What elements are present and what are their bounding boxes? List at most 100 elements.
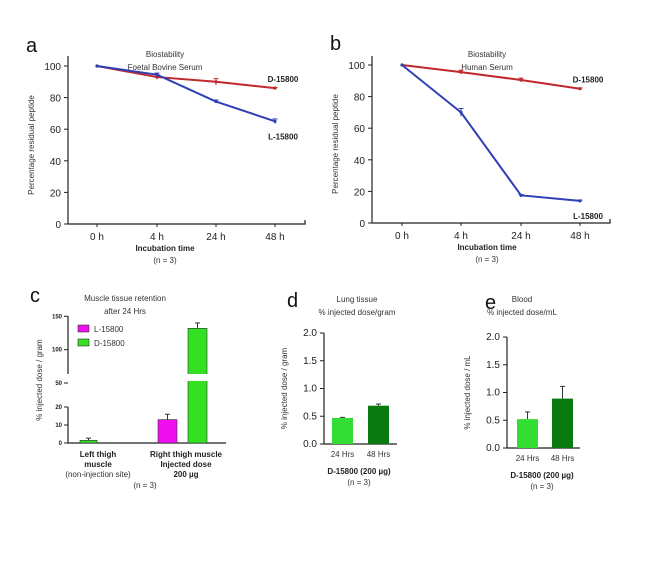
x-tick-label: 4 h <box>150 232 164 243</box>
panel-label: e <box>485 292 496 314</box>
chart-subtitle: Human Serum <box>461 63 513 72</box>
y-tick-label: 50 <box>55 381 62 387</box>
sample-size-note: (n = 3) <box>475 255 499 264</box>
y-tick-label: 2.0 <box>303 328 317 339</box>
series-line-D-15800 <box>401 64 581 90</box>
x-category-label: muscle <box>84 460 112 469</box>
y-tick-label: 60 <box>354 124 366 135</box>
bar-24 Hrs <box>332 417 353 444</box>
y-tick-label: 40 <box>50 157 62 168</box>
x-tick-label: 0 h <box>395 231 409 242</box>
legend-label: L-15800 <box>94 325 124 334</box>
chart-subtitle: after 24 Hrs <box>104 307 146 316</box>
chart-title: Blood <box>512 295 532 304</box>
y-tick-label: 20 <box>50 188 62 199</box>
y-tick-label: 0.5 <box>303 411 317 422</box>
y-tick-label: 0.0 <box>303 439 317 450</box>
axes <box>371 56 611 224</box>
y-tick-label: 80 <box>354 93 366 104</box>
x-axis-label: D-15800 (200 µg) <box>510 471 574 480</box>
x-category-label: (non-injection site) <box>65 470 131 479</box>
bar-48 Hrs <box>552 398 573 448</box>
y-tick-label: 80 <box>50 94 62 105</box>
x-tick-label: 48 Hrs <box>551 454 575 463</box>
x-category-label: Injected dose <box>160 460 212 469</box>
y-tick-label: 40 <box>354 156 366 167</box>
chart-title: Biostability <box>146 50 184 59</box>
chart-subtitle: Foetal Bovine Serum <box>128 63 203 72</box>
series-label: D-15800 <box>573 76 604 85</box>
y-tick-label: 20 <box>55 405 62 411</box>
y-tick-label: 0 <box>59 441 63 447</box>
chart-title: Lung tissue <box>337 295 378 304</box>
sample-size-note: (n = 3) <box>530 482 554 491</box>
sample-size-note: (n = 3) <box>133 481 157 490</box>
panel-label: c <box>30 285 40 307</box>
bar-48 Hrs <box>368 405 389 444</box>
y-tick-label: 0 <box>359 219 365 230</box>
x-tick-label: 0 h <box>90 232 104 243</box>
y-tick-label: 20 <box>354 187 366 198</box>
data-point <box>400 63 404 67</box>
x-axis-label: D-15800 (200 µg) <box>327 467 391 476</box>
axis-lower <box>67 407 148 444</box>
y-axis-label: % injected dose / gram <box>280 347 289 429</box>
y-tick-label: 100 <box>348 61 365 72</box>
y-axis-label: % injected dose / mL <box>463 355 472 430</box>
y-tick-label: 0 <box>55 220 61 231</box>
y-tick-label: 60 <box>50 125 62 136</box>
x-tick-label: 4 h <box>454 231 468 242</box>
panel-label: a <box>26 35 38 57</box>
panel-label: b <box>330 33 341 55</box>
legend-swatch <box>77 324 90 333</box>
x-tick-label: 24 h <box>206 232 225 243</box>
legend-swatch <box>77 338 90 347</box>
y-tick-label: 0.5 <box>486 415 500 426</box>
bar-L-15800 <box>157 419 178 444</box>
panel-label: d <box>287 290 298 312</box>
chart-subtitle: % injected dose/gram <box>319 308 396 317</box>
y-tick-label: 2.0 <box>486 332 500 343</box>
x-axis-label: Incubation time <box>135 244 195 253</box>
series-label: L-15800 <box>573 212 603 221</box>
axis-break-gap <box>187 374 208 381</box>
legend-label: D-15800 <box>94 339 125 348</box>
chart-subtitle: % injected dose/mL <box>487 308 557 317</box>
axes <box>67 56 306 225</box>
x-tick-label: 24 Hrs <box>516 454 540 463</box>
y-tick-label: 10 <box>55 423 62 429</box>
series-line-L-15800 <box>96 65 276 123</box>
x-tick-label: 24 Hrs <box>331 450 355 459</box>
x-category-label: Right thigh muscle <box>150 450 223 459</box>
x-tick-label: 48 h <box>265 232 284 243</box>
y-axis-label: % injected dose / gram <box>35 339 44 421</box>
bar-D-15800 <box>187 328 208 444</box>
y-tick-label: 100 <box>52 348 63 354</box>
x-category-label: 200 µg <box>173 470 198 479</box>
series-line-L-15800 <box>401 64 581 202</box>
bar-24 Hrs <box>517 419 538 448</box>
y-tick-label: 1.0 <box>303 384 317 395</box>
series-label: L-15800 <box>268 132 298 141</box>
sample-size-note: (n = 3) <box>347 478 371 487</box>
x-tick-label: 24 h <box>511 231 530 242</box>
chart-title: Biostability <box>468 50 506 59</box>
y-tick-label: 100 <box>44 62 61 73</box>
x-category-label: Left thigh <box>80 450 117 459</box>
y-axis-label: Percentage residual peptide <box>27 95 36 195</box>
chart-title: Muscle tissue retention <box>84 294 166 303</box>
x-axis-label: Incubation time <box>457 243 517 252</box>
y-tick-label: 1.0 <box>486 388 500 399</box>
x-tick-label: 48 h <box>570 231 589 242</box>
y-axis-label: Percentage residual peptide <box>331 94 340 194</box>
data-point <box>95 64 99 68</box>
x-tick-label: 48 Hrs <box>367 450 391 459</box>
y-tick-label: 1.5 <box>486 360 500 371</box>
series-label: D-15800 <box>268 75 299 84</box>
y-tick-label: 150 <box>52 314 63 320</box>
y-tick-label: 0.0 <box>486 443 500 454</box>
series-line-D-15800 <box>96 65 276 90</box>
y-tick-label: 1.5 <box>303 356 317 367</box>
bar-D-15800 <box>79 439 98 444</box>
